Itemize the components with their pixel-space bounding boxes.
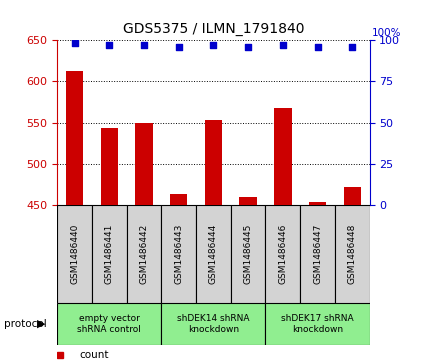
Title: GDS5375 / ILMN_1791840: GDS5375 / ILMN_1791840 (123, 22, 304, 36)
Bar (231, 205, 265, 303)
Text: GSM1486443: GSM1486443 (174, 224, 183, 284)
Bar (196, 205, 231, 303)
Text: shDEK14 shRNA
knockdown: shDEK14 shRNA knockdown (177, 314, 249, 334)
Bar (335, 205, 370, 303)
Text: GSM1486441: GSM1486441 (105, 224, 114, 284)
Text: GSM1486447: GSM1486447 (313, 224, 322, 284)
Bar (127, 205, 161, 303)
Text: empty vector
shRNA control: empty vector shRNA control (77, 314, 141, 334)
Bar (57, 303, 161, 345)
Bar (265, 303, 370, 345)
Bar (66, 71, 83, 205)
Bar (309, 202, 326, 205)
Point (106, 42, 113, 48)
Bar (57, 205, 92, 303)
Text: 100%: 100% (372, 28, 401, 38)
Text: GSM1486448: GSM1486448 (348, 224, 357, 284)
Text: count: count (79, 350, 109, 360)
Point (279, 42, 286, 48)
Bar (344, 187, 361, 205)
Bar (239, 197, 257, 205)
Bar (161, 303, 265, 345)
Point (140, 42, 147, 48)
Text: shDEK17 shRNA
knockdown: shDEK17 shRNA knockdown (281, 314, 354, 334)
Bar (265, 205, 300, 303)
Point (245, 44, 252, 49)
Bar (161, 205, 196, 303)
Bar (101, 128, 118, 205)
Bar (205, 120, 222, 205)
Text: GSM1486445: GSM1486445 (244, 224, 253, 284)
Text: GSM1486446: GSM1486446 (279, 224, 287, 284)
Text: GSM1486444: GSM1486444 (209, 224, 218, 284)
Point (175, 44, 182, 49)
Bar (92, 205, 127, 303)
Text: ▶: ▶ (37, 319, 46, 329)
Point (71, 40, 78, 46)
Text: GSM1486442: GSM1486442 (139, 224, 148, 284)
Bar (170, 193, 187, 205)
Text: GSM1486440: GSM1486440 (70, 224, 79, 284)
Point (210, 42, 217, 48)
Bar (136, 123, 153, 205)
Point (349, 44, 356, 49)
Bar (300, 205, 335, 303)
Text: protocol: protocol (4, 319, 47, 329)
Bar (274, 108, 292, 205)
Point (314, 44, 321, 49)
